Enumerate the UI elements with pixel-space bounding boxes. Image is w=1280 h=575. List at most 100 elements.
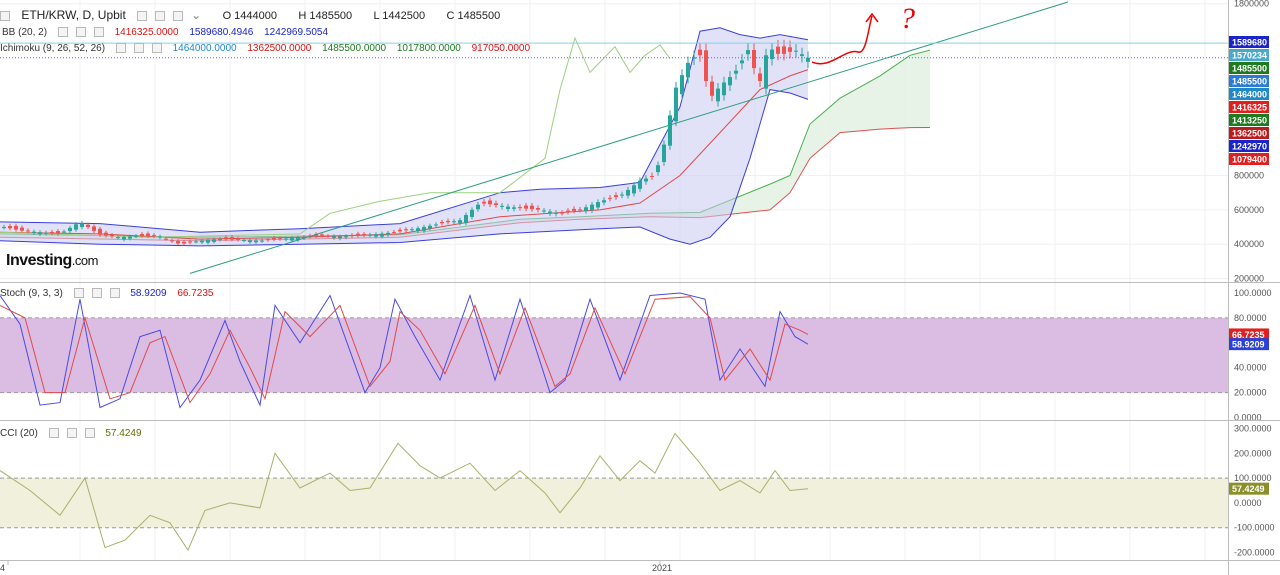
collapse-icon[interactable]	[0, 10, 10, 21]
candle-body	[620, 194, 624, 196]
candle-body	[746, 50, 750, 55]
stoch-d-line	[0, 296, 809, 404]
candle-body	[806, 57, 810, 62]
visibility-icon[interactable]	[155, 10, 166, 21]
candle-body	[242, 240, 246, 242]
bb-mid-line	[0, 69, 809, 240]
candle-body	[458, 220, 462, 223]
y-tick-label: 400000	[1234, 239, 1264, 249]
candle-body	[92, 226, 96, 231]
candle-body	[398, 229, 402, 232]
remove-icon[interactable]	[173, 10, 184, 21]
candle-body	[80, 223, 84, 227]
candle-body	[512, 207, 516, 209]
visibility-icon[interactable]	[133, 43, 144, 54]
price-tag-label: 1362500	[1232, 129, 1267, 139]
stoch-label: Stoch (9, 3, 3)	[0, 288, 63, 299]
price-tag: 1413250	[1229, 114, 1269, 126]
candle-body	[254, 240, 258, 243]
settings-icon[interactable]	[137, 10, 148, 21]
price-tag-label: 1570234	[1232, 51, 1267, 61]
settings-icon[interactable]	[73, 288, 84, 299]
bb-lower-line	[0, 89, 809, 247]
settings-icon[interactable]	[115, 43, 126, 54]
settings-icon[interactable]	[57, 27, 68, 38]
remove-icon[interactable]	[151, 43, 162, 54]
price-tag-label: 1485500	[1232, 64, 1267, 74]
stoch-k-line	[0, 292, 809, 409]
stoch-value-label: 66.7235	[1232, 330, 1265, 340]
candle-body	[206, 240, 210, 243]
candle-body	[272, 237, 276, 240]
remove-icon[interactable]	[93, 27, 104, 38]
cci-tick-label: -200.0000	[1234, 548, 1275, 558]
candle-body	[440, 221, 444, 224]
candle-body	[536, 207, 540, 210]
candle-body	[236, 238, 240, 240]
candle-body	[698, 49, 702, 56]
candle-body	[500, 205, 504, 207]
bb-lower-value: 1242969.5054	[264, 27, 329, 38]
candle-body	[668, 115, 672, 146]
candle-body	[218, 239, 222, 241]
price-tag: 1464000	[1229, 88, 1269, 100]
stoch-value-tag: 58.9209	[1229, 338, 1269, 351]
candle-body	[764, 55, 768, 89]
visibility-icon[interactable]	[91, 288, 102, 299]
candle-body	[470, 209, 474, 217]
price-tag-label: 1413250	[1232, 116, 1267, 126]
candle-body	[164, 238, 168, 240]
candle-body	[614, 195, 618, 198]
bb-fill	[0, 27, 808, 246]
candle-body	[74, 224, 78, 230]
stoch-tick-label: 20.0000	[1234, 388, 1267, 398]
candle-body	[266, 239, 270, 241]
price-tag: 1485500	[1229, 75, 1269, 87]
candle-body	[506, 206, 510, 209]
price-tag: 1362500	[1229, 127, 1269, 139]
cci-value-tag: 57.4249	[1229, 482, 1269, 495]
cci-tick-label: 0.0000	[1234, 498, 1262, 508]
ichimoku-d-value: 1017800.0000	[396, 43, 461, 54]
price-tag: 1570234	[1229, 49, 1269, 61]
candle-body	[476, 204, 480, 210]
settings-icon[interactable]	[48, 428, 59, 439]
chevron-down-icon[interactable]: ⌄	[191, 8, 202, 22]
candle-body	[284, 238, 288, 240]
cci-value-label: 57.4249	[1232, 484, 1265, 494]
price-tag: 1485500	[1229, 62, 1269, 74]
candle-body	[416, 228, 420, 232]
candle-body	[692, 57, 696, 59]
ichimoku-lagging-span	[0, 36, 671, 238]
y-tick-label: 200000	[1234, 274, 1264, 284]
trendline	[189, 1, 1069, 274]
candle-body	[344, 236, 348, 238]
candle-body	[14, 225, 18, 230]
remove-icon[interactable]	[84, 428, 95, 439]
price-pane	[0, 1, 1228, 274]
candle-body	[224, 237, 228, 240]
visibility-icon[interactable]	[66, 428, 77, 439]
candle-body	[638, 180, 642, 189]
y-tick-label: 600000	[1234, 205, 1264, 215]
x-tick-label: 4	[0, 563, 5, 573]
candle-body	[140, 234, 144, 236]
stoch-band	[0, 317, 1228, 393]
candle-body	[644, 178, 648, 182]
candle-body	[170, 240, 174, 242]
candles	[2, 39, 810, 246]
remove-icon[interactable]	[109, 288, 120, 299]
price-tag-label: 1589680	[1232, 38, 1267, 48]
visibility-icon[interactable]	[75, 27, 86, 38]
candle-body	[230, 237, 234, 240]
candle-body	[704, 50, 708, 82]
high-value: H 1485500	[298, 10, 353, 22]
candle-body	[116, 237, 120, 239]
cci-label: CCI (20)	[0, 428, 38, 439]
candle-body	[794, 50, 798, 52]
stoch-tick-label: 40.0000	[1234, 363, 1267, 373]
candle-body	[734, 70, 738, 74]
low-value: L 1442500	[373, 10, 426, 22]
